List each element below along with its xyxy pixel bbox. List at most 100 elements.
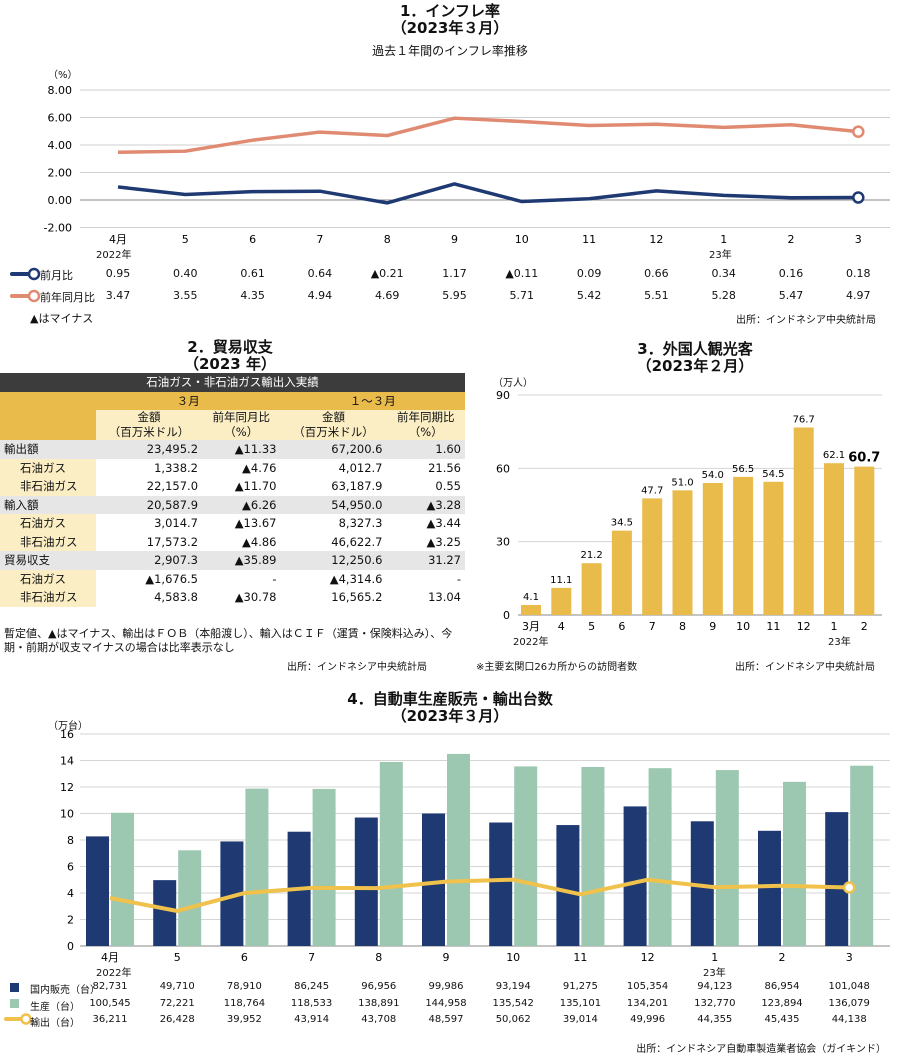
inflation-year-23: 23年 (709, 250, 732, 261)
auto-x-tick-label: 5 (174, 951, 181, 964)
tourism-x-tick-label: 12 (797, 620, 811, 633)
inflation-note: ▲はマイナス (30, 312, 94, 325)
trade-cell-c: ▲4,314.6 (329, 571, 383, 586)
tourism-bar-label: 54.5 (762, 469, 784, 480)
trade-cell-label: 非石油ガス (0, 477, 96, 496)
trade-cell-c: 54,950.0 (280, 495, 387, 514)
yoy-value: 4.94 (307, 289, 333, 302)
sales-value: 86,954 (764, 981, 800, 992)
trade-cell-a: 1,338.2 (154, 460, 199, 475)
trade-cell-a: 17,573.2 (146, 534, 199, 549)
tourism-bar-label: 11.1 (550, 575, 572, 586)
production-bar (178, 850, 202, 946)
export-value: 49,996 (630, 1014, 666, 1025)
production-bar (245, 788, 269, 946)
export-value: 48,597 (428, 1014, 464, 1025)
trade-cell-b: ▲4.76 (242, 460, 277, 475)
trade-cell-a: 20,587.9 (96, 495, 203, 514)
mom-value: 0.64 (307, 267, 333, 280)
auto-x-tick-label: 1 (711, 951, 718, 964)
sales-bar (354, 817, 378, 946)
trade-cell-a: 3,014.7 (154, 516, 199, 530)
tourism-x-tick-label: 9 (709, 620, 716, 633)
tourism-bar-label: 51.0 (671, 477, 693, 488)
inflation-legend-markers (10, 267, 41, 303)
trade-cell-d: ▲3.25 (426, 534, 461, 549)
inflation-source: 出所：インドネシア中央統計局 (736, 315, 876, 326)
trade-cell-b: ▲11.33 (202, 440, 281, 459)
tourism-bar (581, 563, 602, 615)
production-value: 144,958 (425, 998, 467, 1009)
trade-source: 出所：インドネシア中央統計局 (287, 662, 427, 673)
tourism-year-2022: 2022年 (513, 637, 549, 648)
trade-cell-a: 2,907.3 (96, 551, 203, 570)
yoy-end-marker (852, 125, 865, 138)
inflation-grid (80, 89, 890, 228)
auto-x-tick-label: 9 (443, 951, 450, 964)
trade-row: 貿易収支 2,907.3 ▲35.89 12,250.6 31.27 (0, 551, 465, 570)
trade-cell-label: 石油ガス (0, 569, 96, 588)
trade-subtitle: （2023 年） (184, 355, 276, 373)
yoy-value: 4.97 (846, 289, 871, 302)
production-bar (447, 753, 470, 946)
yoy-value: 4.69 (374, 289, 400, 302)
trade-cell-a: 4,583.8 (154, 590, 199, 604)
auto-year-23: 23年 (703, 968, 726, 979)
tourism-bar (733, 476, 754, 615)
trade-table: 石油ガス・非石油ガス輸出入実績 ３月 １～３月 金額 （百万米ドル） 前年同月比… (0, 373, 465, 607)
trade-row: 輸入額 20,587.9 ▲6.26 54,950.0 ▲3.28 (0, 495, 465, 514)
yoy-series-line (117, 116, 859, 155)
sales-bar (690, 821, 714, 946)
inflation-x-tick-label: 1 (720, 233, 727, 246)
inflation-x-tick-label: 8 (384, 233, 391, 246)
mom-value: 0.40 (173, 267, 198, 280)
auto-x-tick-label: 2 (779, 951, 786, 964)
trade-cell-b: - (272, 571, 277, 586)
export-value: 26,428 (159, 1014, 195, 1025)
tourism-bar-label: 56.5 (732, 464, 754, 475)
production-bar (111, 812, 134, 946)
tourism-note: ※主要玄関口26カ所からの訪問者数 (476, 662, 638, 673)
inflation-x-tick-label: 9 (451, 233, 458, 246)
inflation-y-tick-label: 8.00 (48, 84, 73, 97)
inflation-x-tick-label: 12 (649, 233, 663, 246)
legend-mom-marker (27, 267, 41, 281)
tourism-bar (642, 498, 663, 615)
tourism-x-tick-label: 5 (588, 620, 595, 633)
tourism-y-tick-label: 60 (496, 462, 510, 475)
legend-prod-label: 生産（台） (30, 1002, 80, 1013)
trade-cell-a: 23,495.2 (96, 440, 203, 459)
trade-col-yoy: 前年同月比 （%） (202, 410, 281, 440)
auto-source: 出所：インドネシア自動車製造業者協会（ガイキンド） (636, 1044, 886, 1055)
trade-cell-d: ▲3.28 (386, 495, 465, 514)
tourism-bar (854, 466, 875, 615)
tourism-y-tick-label: 30 (496, 536, 510, 549)
auto-subtitle: （2023年３月） (391, 707, 509, 725)
production-bar (648, 768, 672, 946)
tourism-x-tick-label: 7 (649, 620, 656, 633)
auto-x-tick-label: 4月 (101, 951, 119, 964)
tourism-year-23: 23年 (828, 637, 851, 648)
trade-row: 非石油ガス 4,583.8 ▲30.78 16,565.2 13.04 (0, 588, 465, 607)
mom-value: ▲0.21 (370, 267, 404, 280)
trade-cell-label: 非石油ガス (0, 588, 96, 607)
auto-x-tick-label: 7 (308, 951, 315, 964)
mom-value: 1.17 (442, 267, 467, 280)
sales-bar (220, 841, 244, 946)
sales-bar (153, 880, 177, 946)
tourism-bar (672, 490, 693, 615)
auto-x-tick-label: 8 (375, 951, 382, 964)
yoy-value: 4.35 (240, 289, 265, 302)
export-value: 39,014 (562, 1014, 598, 1025)
auto-x-tick-label: 12 (641, 951, 655, 964)
trade-cell-c: 46,622.7 (331, 534, 383, 549)
production-bar (514, 766, 538, 946)
production-bar (783, 781, 806, 946)
mom-value: ▲0.11 (505, 267, 539, 280)
production-bar (715, 770, 739, 946)
auto-x-tick-label: 11 (573, 951, 587, 964)
inflation-x-ticks: 4月 5 6 7 8 9 10 11 12 1 2 3 (109, 233, 862, 246)
trade-row: 非石油ガス 22,157.0 ▲11.70 63,187.9 0.55 (0, 477, 465, 496)
sales-value: 49,710 (159, 981, 195, 992)
trade-cell-c: 16,565.2 (331, 590, 383, 604)
